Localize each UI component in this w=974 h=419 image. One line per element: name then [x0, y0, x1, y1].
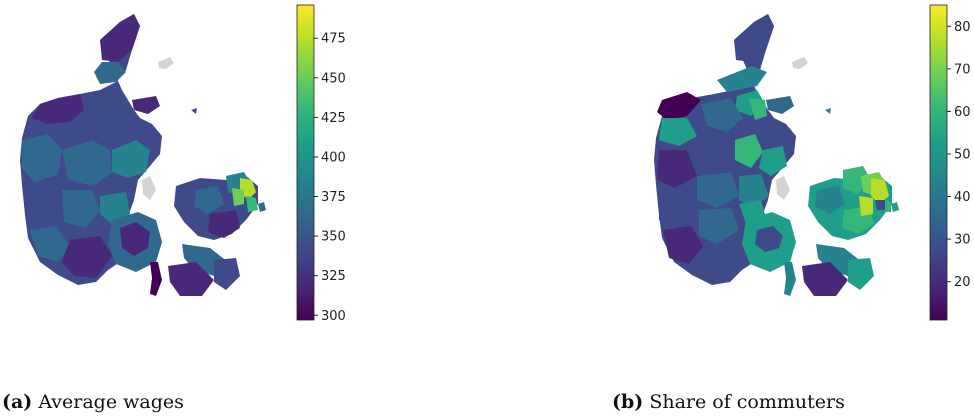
map-average-wages: 300 325 350 375 400 425 450 475	[20, 4, 346, 324]
caption-b-text: Share of commuters	[649, 391, 845, 413]
colorbar-tick-label: 375	[321, 190, 346, 205]
caption-b: (b) Share of commuters	[612, 391, 845, 413]
colorbar-tick-label: 425	[321, 111, 346, 126]
colorbar-tick-label: 20	[954, 275, 971, 290]
colorbar-tick-label: 80	[954, 20, 971, 35]
region-funen	[108, 212, 162, 296]
colorbar-tick-label: 30	[954, 233, 971, 248]
colorbar-tick-label: 400	[321, 150, 346, 165]
region-zealand	[802, 166, 892, 296]
colorbar-tick-label: 450	[321, 71, 346, 86]
colorbar-tick-label: 475	[321, 32, 346, 47]
region-funen	[742, 212, 796, 296]
map-share-commuters: 20 30 40 50 60 70 80	[654, 4, 971, 321]
colorbar-average-wages: 300 325 350 375 400 425 450 475	[296, 4, 346, 324]
caption-a-label: (a)	[2, 391, 33, 413]
colorbar-tick-label: 40	[954, 190, 971, 205]
caption-a: (a) Average wages	[2, 391, 184, 413]
region-bornholm	[258, 202, 266, 212]
colorbar-gradient	[929, 4, 948, 321]
colorbar-tick-label: 70	[954, 62, 971, 77]
caption-a-text: Average wages	[38, 391, 184, 413]
colorbar-tick-label: 60	[954, 105, 971, 120]
panel-share-commuters: 20 30 40 50 60 70 80 (b) Share of commuters	[487, 0, 974, 419]
caption-b-label: (b)	[612, 391, 644, 413]
region-bornholm	[891, 202, 899, 212]
colorbar-tick-label: 300	[321, 309, 346, 324]
colorbar-tick-label: 350	[321, 230, 346, 245]
colorbar-tick-label: 50	[954, 147, 971, 162]
colorbar-share-commuters: 20 30 40 50 60 70 80	[929, 4, 971, 321]
colorbar-tick-label: 325	[321, 269, 346, 284]
colorbar-gradient	[296, 4, 315, 321]
region-zealand	[168, 172, 258, 296]
panel-average-wages: 300 325 350 375 400 425 450 475 (a) Average wag…	[2, 4, 346, 413]
